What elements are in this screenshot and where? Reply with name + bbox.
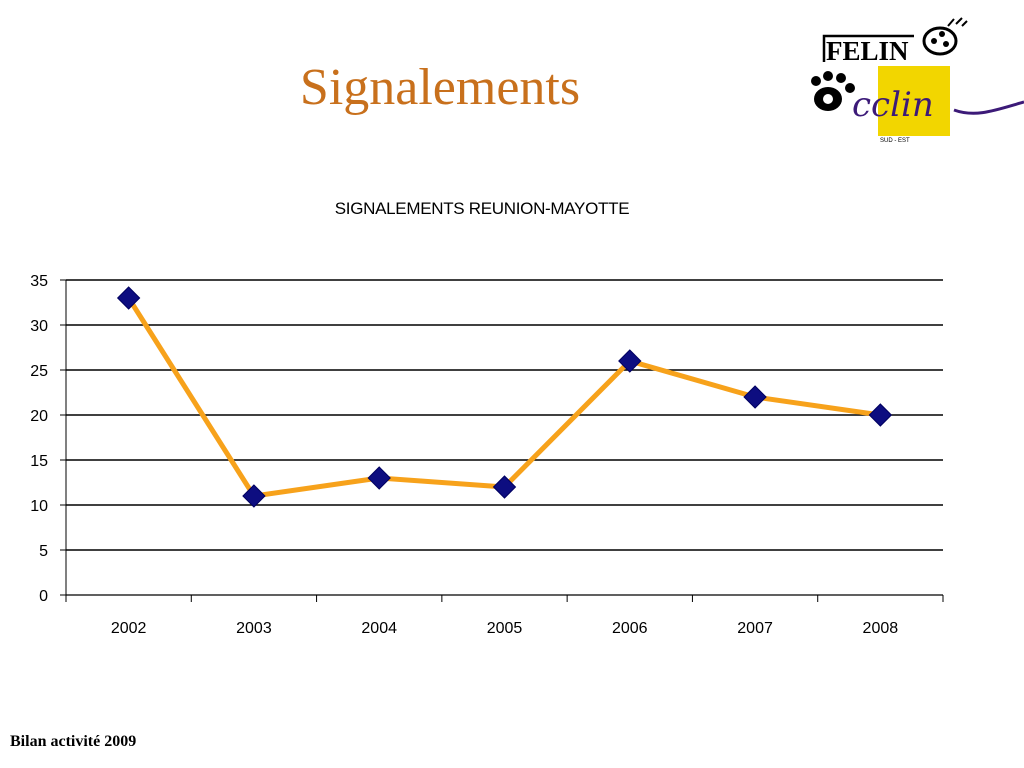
chart-title: SIGNALEMENTS REUNION-MAYOTTE — [334, 199, 630, 218]
y-tick-label: 30 — [30, 318, 48, 335]
footer-text: Bilan activité 2009 — [10, 733, 137, 750]
series-line — [126, 296, 881, 499]
logo-text-cclin: cclin — [852, 85, 934, 125]
y-tick-label: 10 — [30, 498, 48, 515]
logo-text-felin: FELIN — [826, 36, 909, 66]
y-tick-label: 5 — [39, 543, 48, 560]
data-point-marker — [242, 484, 266, 508]
data-point-marker — [116, 286, 141, 310]
slide-title: Signalements — [299, 59, 581, 116]
data-point-marker — [743, 385, 767, 409]
x-tick-label: 2002 — [111, 620, 147, 637]
x-tick-label: 2004 — [361, 620, 397, 637]
data-point-marker — [492, 475, 517, 499]
y-tick-label: 15 — [30, 453, 48, 470]
y-tick-label: 0 — [39, 588, 48, 605]
felin-cclin-logo: FELIN cclin SUD - EST — [806, 14, 1024, 146]
logo-text-sud-est: SUD - EST — [880, 138, 910, 144]
x-tick-label: 2007 — [737, 620, 773, 637]
x-tick-label: 2006 — [612, 620, 648, 637]
x-tick-label: 2003 — [236, 620, 272, 637]
data-point-marker — [618, 349, 642, 373]
x-tick-label: 2008 — [863, 620, 899, 637]
data-point-marker — [868, 403, 893, 427]
y-tick-label: 25 — [30, 363, 48, 380]
data-point-marker — [367, 466, 391, 490]
y-tick-label: 20 — [30, 408, 48, 425]
x-tick-label: 2005 — [487, 620, 523, 637]
y-tick-label: 35 — [30, 273, 48, 290]
